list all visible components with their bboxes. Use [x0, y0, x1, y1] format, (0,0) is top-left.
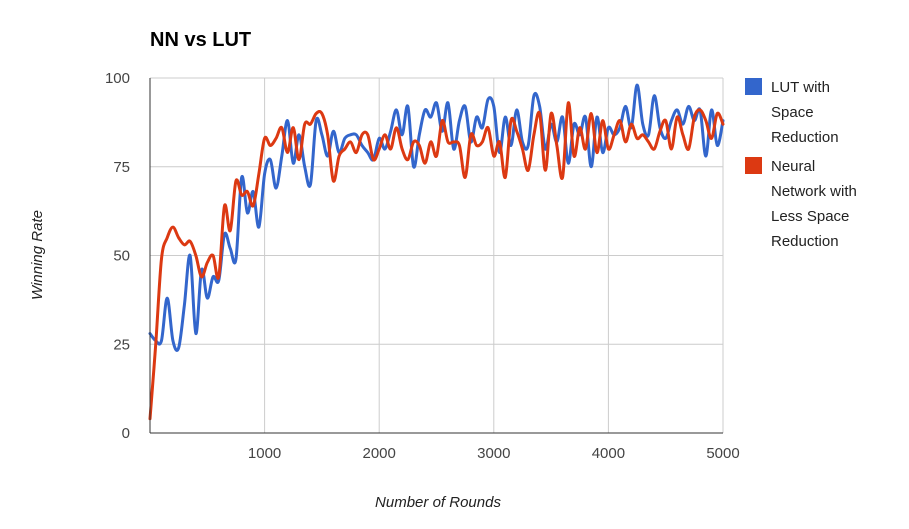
series-line-1 [148, 101, 725, 421]
x-tick-label: 4000 [592, 445, 625, 462]
series-layer [148, 83, 725, 421]
x-axis-title: Number of Rounds [375, 494, 501, 511]
legend-swatch-0 [745, 78, 762, 95]
legend: LUT with Space Reduction Neural Network with… [745, 78, 857, 250]
x-tick-label: 5000 [706, 445, 739, 462]
y-tick-label: 0 [122, 425, 130, 442]
y-tick-label: 50 [113, 248, 130, 265]
x-tick-label: 2000 [363, 445, 396, 462]
y-tick-label: 100 [105, 70, 130, 87]
axes [149, 78, 723, 434]
series-line-0 [148, 83, 725, 352]
tick-labels: 0 25 50 75 100 1000 2000 3000 4000 5000 [105, 70, 740, 462]
y-axis-title: Winning Rate [29, 210, 46, 300]
legend-label-0: LUT with Space Reduction [771, 79, 839, 146]
chart-title: NN vs LUT [150, 29, 251, 51]
legend-label-1: Neural Network with Less Space Reduction [771, 158, 857, 250]
x-tick-label: 1000 [248, 445, 281, 462]
legend-swatch-1 [745, 157, 762, 174]
y-tick-label: 25 [113, 336, 130, 353]
x-tick-label: 3000 [477, 445, 510, 462]
y-tick-label: 75 [113, 159, 130, 176]
